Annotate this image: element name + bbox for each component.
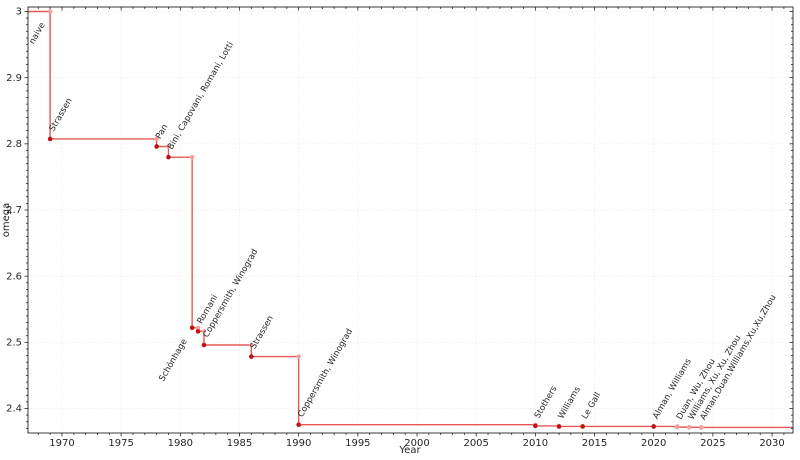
point-label: Alman,Duan,Williams,Xu,Xu,Zhou (698, 293, 778, 422)
point-label: Williams, Xu, Xu, Zhou (687, 334, 744, 422)
y-tick-label: 3 (16, 7, 22, 18)
data-point (166, 154, 171, 160)
data-point (249, 354, 254, 359)
data-point (47, 136, 53, 142)
gridlines (28, 7, 793, 433)
data-layer (28, 9, 793, 430)
step-corner-marker (166, 144, 171, 149)
x-tick-label: 2015 (582, 438, 607, 449)
y-tick-label: 2.6 (6, 271, 22, 282)
data-point (201, 342, 207, 348)
data-point (686, 425, 692, 430)
point-label: Pan (154, 123, 170, 141)
point-label: Coppersmith, Winograd (296, 327, 355, 419)
x-tick-label: 1975 (108, 438, 133, 449)
x-tick-label: 2010 (523, 438, 548, 449)
x-tick-label: 1970 (49, 438, 74, 449)
point-label: Schönhage (157, 337, 189, 383)
y-tick-label: 2.4 (6, 404, 22, 415)
y-tick-label: 2.9 (6, 73, 22, 84)
point-label: Le Gall (580, 391, 603, 421)
point-label: Williams (556, 385, 583, 421)
x-tick-label: 1980 (168, 438, 193, 449)
y-tick-label: 2.8 (6, 139, 22, 150)
y-tick-label: 2.7 (6, 205, 22, 216)
step-corner-marker (201, 329, 207, 334)
data-point (154, 144, 159, 149)
x-tick-label: 2025 (700, 438, 725, 449)
x-axis-label: Year (398, 445, 421, 456)
point-label: Stothers (533, 384, 560, 420)
step-corner-marker (189, 154, 195, 160)
y-axis-label: omega (1, 203, 12, 238)
data-point (296, 422, 301, 428)
data-point (580, 424, 585, 429)
data-point (651, 424, 657, 429)
step-corner-marker (154, 136, 159, 142)
x-tick-label: 1985 (227, 438, 252, 449)
data-point (556, 424, 562, 429)
data-point (675, 424, 680, 430)
x-tick-label: 1990 (286, 438, 311, 449)
x-tick-label: 1995 (345, 438, 370, 449)
plot-frame (27, 6, 794, 434)
omega-step-line (28, 10, 793, 429)
data-point (189, 325, 195, 331)
step-corner-marker (249, 342, 254, 348)
point-label: Strassen (249, 314, 276, 351)
point-label: Bini, Capovani, Romani, Lotti (166, 40, 236, 151)
x-tick-label: 2000 (404, 438, 429, 449)
point-label: Strassen (48, 96, 75, 133)
data-point (698, 425, 704, 430)
axes-layer: 1970 1975 1980 1985 1990 1995 2000 2005 2010 2015… (6, 6, 794, 449)
x-tick-label: 2030 (759, 438, 784, 449)
data-point (47, 9, 53, 14)
x-tick-label: 2020 (641, 438, 666, 449)
y-tick-label: 2.5 (6, 338, 22, 349)
point-label: naive (27, 21, 47, 46)
data-point (533, 423, 538, 429)
x-tick-label: 2005 (463, 438, 488, 449)
step-corner-marker (296, 354, 301, 359)
step-corner-marker (195, 325, 201, 330)
data-point (195, 329, 201, 334)
